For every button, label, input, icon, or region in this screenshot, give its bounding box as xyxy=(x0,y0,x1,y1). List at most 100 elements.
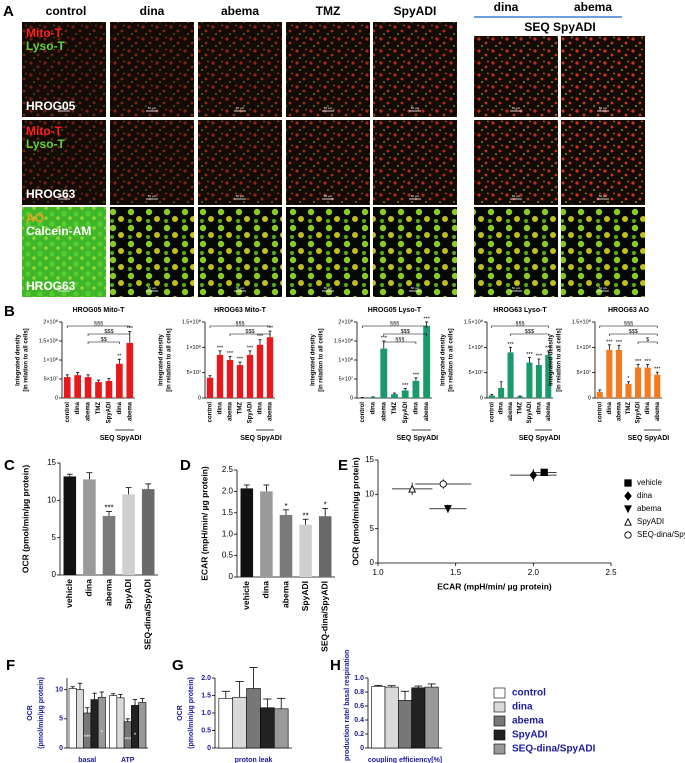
legend-label: SpyADI xyxy=(512,730,548,741)
y-tick-label: 2×10⁸ xyxy=(338,318,353,325)
significance-label: *** xyxy=(257,334,264,340)
x-tick-label: abema xyxy=(508,401,514,421)
significance-label: *** xyxy=(227,351,234,357)
y-tick-label: 5 xyxy=(52,533,57,542)
bracket xyxy=(229,333,271,336)
bar xyxy=(95,382,102,398)
x-tick-label: vehicle xyxy=(241,581,251,610)
y-axis-label: (pmol/min/µg protein) xyxy=(188,677,195,749)
bar xyxy=(318,516,332,577)
significance-label: * xyxy=(284,502,287,511)
bar xyxy=(391,394,398,398)
x-tick-label: dina xyxy=(258,401,264,414)
micrograph-cells xyxy=(373,120,457,205)
y-tick-label: 5×10⁷ xyxy=(187,369,201,376)
column-header: SpyADI xyxy=(394,4,437,18)
y-tick-label: 10 xyxy=(365,489,374,498)
x-axis-label: ECAR (mpH/min/ µg protein) xyxy=(437,581,552,591)
y-tick-label: 15 xyxy=(47,458,56,467)
scale-bar-label: 50 µm xyxy=(411,286,420,290)
x-tick-label: 1.5 xyxy=(450,568,462,577)
y-tick-label: 1.5×10⁸ xyxy=(464,318,483,325)
bracket xyxy=(599,325,658,328)
micrograph-cells xyxy=(373,207,457,297)
bar xyxy=(615,349,622,398)
bar xyxy=(122,494,135,575)
x-tick-label: dina xyxy=(536,401,542,414)
bracket xyxy=(510,333,549,336)
bar xyxy=(545,354,552,398)
bar xyxy=(232,696,247,749)
y-tick-label: 1.5 xyxy=(222,508,234,517)
micrograph-cells xyxy=(22,120,106,205)
bracket-label: $$$ xyxy=(629,329,638,335)
cell-line-label: HROG63 xyxy=(26,187,76,201)
bracket-label: $$$ xyxy=(525,329,534,335)
legend-marker xyxy=(624,479,632,487)
bar xyxy=(401,390,409,398)
legend-marker xyxy=(624,491,632,501)
y-tick-label: 15 xyxy=(365,455,374,464)
y-tick-label: 1.5×10⁸ xyxy=(39,337,58,344)
scale-bar-label: 50 µm xyxy=(599,106,608,110)
legend-label: SEQ-dina/SpyADI xyxy=(637,530,685,539)
y-tick-label: 0 xyxy=(207,745,211,752)
bar xyxy=(498,387,505,398)
legend-marker xyxy=(624,517,632,526)
y-axis-label: Integrated density xyxy=(311,334,317,386)
x-tick-label: dina xyxy=(645,401,651,414)
group-label: SEQ SpyADI xyxy=(628,435,670,442)
stain-label: Mito-T xyxy=(26,124,63,138)
significance-label: *** xyxy=(413,372,420,378)
scale-bar-label: 50 µm xyxy=(324,106,333,110)
stain-label: Calcein-AM xyxy=(26,224,91,238)
marker xyxy=(540,468,548,477)
scale-bar-label: 50 µm xyxy=(60,286,69,290)
bar xyxy=(109,695,118,749)
y-axis-label: [in relation to all cells] xyxy=(167,328,173,391)
x-tick-label: dina xyxy=(75,401,81,414)
bar xyxy=(63,476,77,575)
significance-label: *** xyxy=(616,340,623,346)
bar xyxy=(596,391,603,398)
significance-label: *** xyxy=(526,352,533,358)
significance-label: *** xyxy=(124,738,132,744)
y-tick-label: 1×10⁸ xyxy=(338,356,353,363)
bar xyxy=(76,689,84,749)
significance-label: *** xyxy=(381,335,388,341)
y-axis-label: Integrated density xyxy=(441,334,447,386)
bar xyxy=(516,396,524,398)
column-header: control xyxy=(46,4,87,18)
chart-title: HROG05 Mito-T xyxy=(73,307,125,314)
chart-title: HROG63 Lyso-T xyxy=(493,307,547,314)
legend-marker xyxy=(624,505,632,514)
column-header: abema xyxy=(574,0,612,14)
y-tick-label: 0 xyxy=(55,395,58,401)
bracket-label: §§§ xyxy=(395,337,404,343)
x-tick-label: dina xyxy=(414,401,420,414)
x-tick-label: abema xyxy=(280,581,290,608)
panel-letter: D xyxy=(180,457,191,474)
y-tick-label: 2.5 xyxy=(222,465,234,474)
bar xyxy=(526,362,533,398)
column-header: dina xyxy=(140,4,165,18)
bar xyxy=(412,380,420,398)
scale-bar-label: 50 µm xyxy=(60,106,69,110)
bar xyxy=(206,377,214,398)
scale-bar-label: 50 µm xyxy=(236,194,245,198)
legend-swatch xyxy=(493,729,506,741)
x-tick-label: SEQ-dina/SpyADI xyxy=(319,581,329,652)
y-axis-label: [in relation to all cells] xyxy=(449,328,455,391)
chart-title: HROG63 Mito-T xyxy=(214,307,266,314)
scale-bar-label: 50 µm xyxy=(60,194,69,198)
bracket-label: §§§ xyxy=(515,321,524,327)
scale-bar-label: 50 µm xyxy=(236,286,245,290)
x-tick-label: abema xyxy=(127,401,133,421)
bar xyxy=(102,516,116,575)
bar xyxy=(299,524,312,577)
x-tick-label: SpyADI xyxy=(636,402,642,424)
bar xyxy=(488,395,495,398)
y-tick-label: 1×10⁸ xyxy=(43,356,58,363)
x-tick-label: TMZ xyxy=(626,402,632,415)
micrograph-cells xyxy=(474,120,558,205)
